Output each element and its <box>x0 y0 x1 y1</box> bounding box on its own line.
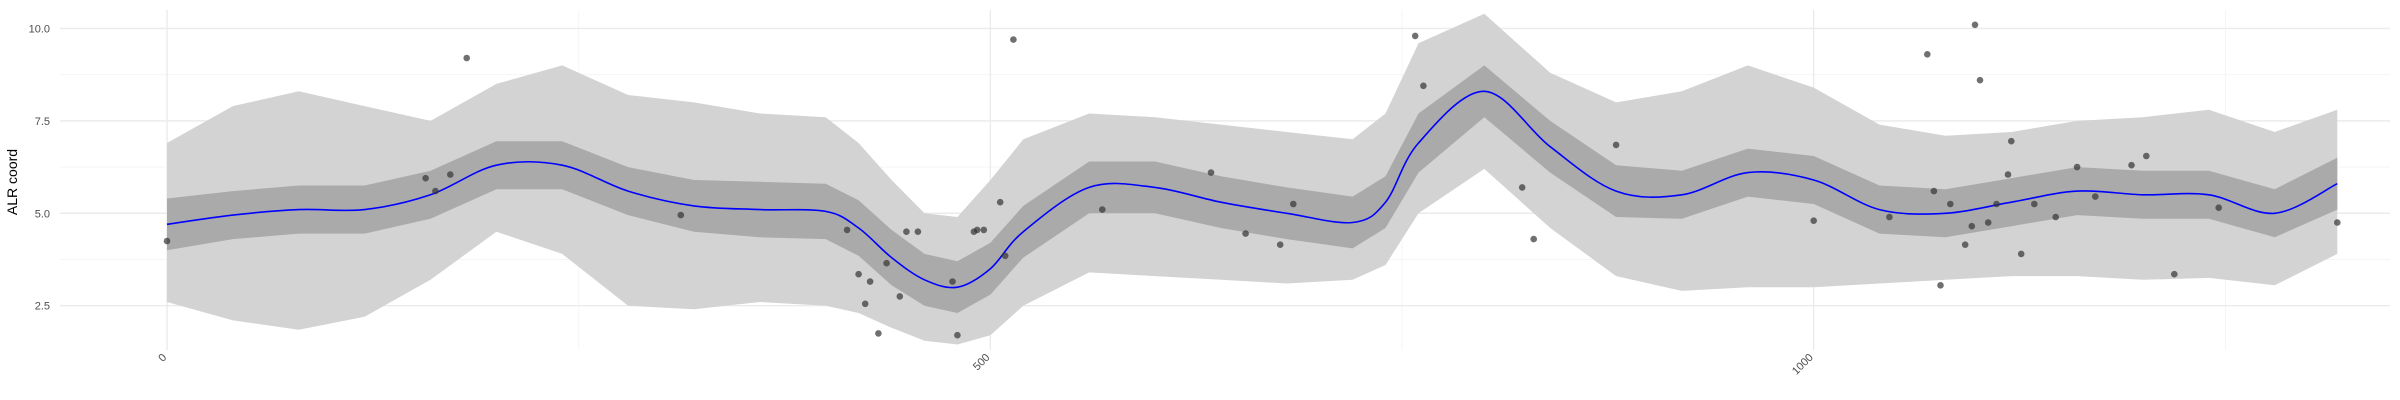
data-point <box>2004 171 2012 178</box>
data-point <box>2092 193 2099 200</box>
data-point <box>1993 200 2000 208</box>
data-point <box>1968 222 1976 230</box>
data-point <box>1010 36 1017 43</box>
data-point <box>1411 32 1419 40</box>
data-point <box>896 293 904 300</box>
data-point <box>1276 241 1284 248</box>
data-point <box>903 228 910 235</box>
data-point <box>1924 51 1931 58</box>
data-point <box>2031 200 2038 208</box>
data-point <box>883 259 890 267</box>
data-point <box>432 187 439 195</box>
data-point <box>866 278 874 285</box>
mean-line <box>166 90 2338 289</box>
data-point <box>1984 219 1992 226</box>
data-point <box>954 331 961 339</box>
data-point <box>2128 161 2135 169</box>
y-axis-ticks: 2.5 5.0 7.5 10.0 <box>29 23 50 312</box>
data-point <box>2017 250 2025 258</box>
data-point <box>1290 200 1297 208</box>
data-point <box>1518 184 1526 191</box>
data-point <box>1930 187 1938 195</box>
data-point <box>861 300 869 308</box>
data-point <box>996 198 1004 206</box>
data-point <box>2052 213 2059 221</box>
data-point <box>1001 252 1009 260</box>
data-points <box>163 21 2341 339</box>
data-point <box>677 211 685 219</box>
data-point <box>1937 282 1944 289</box>
data-point <box>1242 230 1249 237</box>
data-point <box>1961 241 1969 248</box>
data-point <box>463 54 471 62</box>
data-point <box>1207 169 1215 176</box>
data-point <box>2171 270 2178 278</box>
data-point <box>163 237 171 245</box>
confidence-bands <box>167 13 2338 345</box>
data-point <box>2073 163 2081 171</box>
data-point <box>973 226 981 234</box>
data-point <box>875 330 882 337</box>
data-point <box>2143 152 2150 160</box>
data-point <box>1099 206 1106 213</box>
data-point <box>855 270 862 278</box>
data-point <box>1971 21 1979 29</box>
outer-band <box>167 13 2338 345</box>
inner-band <box>167 65 2338 314</box>
x-tick-label: 500 <box>971 352 992 373</box>
data-point <box>1810 217 1817 224</box>
data-point <box>1420 82 1427 90</box>
data-point <box>949 278 956 285</box>
y-axis-title: ALR coord <box>4 149 20 215</box>
data-point <box>914 228 922 235</box>
mean-curve <box>166 90 2338 289</box>
data-point <box>843 226 851 234</box>
data-point <box>1530 235 1537 243</box>
data-point <box>1612 141 1620 149</box>
data-point <box>447 171 454 178</box>
data-point <box>1886 213 1893 221</box>
data-point <box>1976 76 1984 84</box>
data-point <box>2215 204 2222 211</box>
y-tick-label: 2.5 <box>35 301 50 313</box>
x-axis-ticks: 0 500 1000 <box>156 352 1815 378</box>
data-point <box>1947 200 1954 208</box>
data-point <box>980 226 988 234</box>
data-point <box>2008 137 2015 145</box>
data-point <box>422 174 429 182</box>
x-tick-label: 1000 <box>1790 352 1816 378</box>
y-tick-label: 10.0 <box>29 23 50 35</box>
y-tick-label: 7.5 <box>35 116 50 128</box>
data-point <box>2334 219 2341 226</box>
y-tick-label: 5.0 <box>35 208 50 220</box>
x-tick-label: 0 <box>156 352 169 365</box>
